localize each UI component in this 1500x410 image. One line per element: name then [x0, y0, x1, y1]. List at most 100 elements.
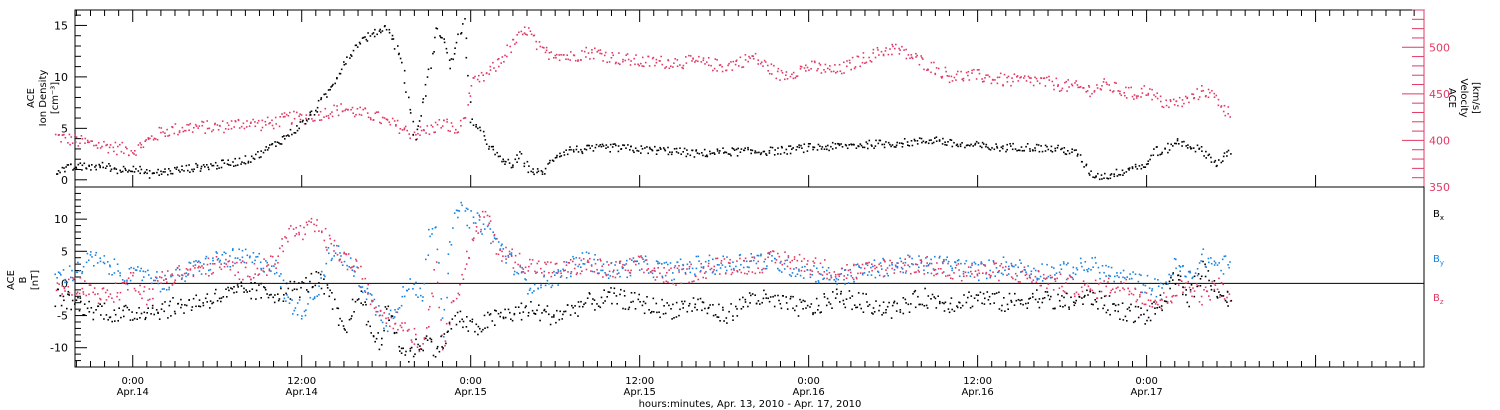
- velocity-point: [1135, 97, 1138, 99]
- density-point: [1065, 153, 1068, 156]
- bz-point: [413, 343, 416, 345]
- by-point: [887, 274, 889, 277]
- velocity-point: [130, 150, 133, 152]
- by-point: [989, 276, 992, 279]
- bz-point: [1187, 280, 1190, 283]
- velocity-point: [1085, 91, 1087, 93]
- velocity-point: [406, 129, 408, 132]
- by-point: [788, 274, 791, 276]
- by-point: [943, 258, 945, 261]
- by-point: [1189, 271, 1191, 274]
- bx-point: [1043, 297, 1046, 299]
- bx-point: [283, 294, 285, 296]
- by-point: [1075, 267, 1078, 269]
- density-point: [66, 164, 69, 166]
- bz-point: [1066, 292, 1069, 295]
- by-point: [449, 241, 451, 243]
- bx-point: [740, 308, 743, 310]
- by-point: [1027, 265, 1029, 267]
- bx-point: [71, 299, 74, 302]
- bz-point: [295, 226, 297, 229]
- density-point: [247, 160, 250, 163]
- by-point: [111, 274, 113, 276]
- bz-point: [1185, 282, 1187, 284]
- bz-point: [452, 300, 455, 303]
- bx-point: [185, 304, 188, 307]
- density-point: [1073, 149, 1076, 152]
- bx-point: [326, 284, 329, 286]
- density-point: [789, 145, 792, 147]
- by-point: [739, 253, 742, 256]
- density-point: [644, 147, 646, 149]
- by-point: [209, 268, 212, 271]
- bx-point: [656, 311, 658, 314]
- velocity-point: [221, 120, 224, 122]
- bx-point: [299, 296, 301, 299]
- bx-point: [722, 306, 724, 309]
- velocity-point: [824, 63, 827, 66]
- bx-point: [577, 301, 580, 303]
- by-point: [126, 283, 129, 286]
- bz-point: [926, 256, 928, 258]
- bz-point: [1049, 274, 1052, 277]
- velocity-point: [1111, 91, 1114, 93]
- by-point: [464, 210, 467, 212]
- density-point: [698, 152, 701, 155]
- bx-point: [935, 307, 938, 309]
- velocity-point: [731, 69, 734, 71]
- velocity-point: [806, 66, 809, 69]
- bz-point: [499, 249, 501, 251]
- by-point: [1062, 261, 1065, 263]
- by-point: [783, 268, 786, 270]
- bz-point: [304, 233, 306, 236]
- bz-point: [702, 267, 705, 269]
- density-point: [895, 146, 897, 148]
- bx-point: [393, 331, 396, 334]
- bz-point: [444, 340, 447, 342]
- by-point: [254, 259, 256, 262]
- velocity-point: [449, 130, 451, 132]
- velocity-point: [219, 125, 221, 127]
- density-point: [409, 108, 412, 111]
- velocity-point: [625, 54, 627, 56]
- velocity-point: [1151, 88, 1153, 91]
- bx-point: [250, 282, 252, 284]
- velocity-point: [1220, 106, 1222, 108]
- velocity-point: [1055, 77, 1058, 80]
- bz-point: [396, 311, 399, 314]
- velocity-point: [603, 54, 606, 57]
- bx-point: [520, 302, 523, 305]
- bz-point: [905, 270, 908, 272]
- velocity-point: [830, 70, 833, 73]
- velocity-point: [166, 128, 168, 131]
- density-point: [956, 143, 959, 146]
- bx-point: [1068, 308, 1070, 310]
- density-point: [566, 153, 569, 156]
- density-point: [1196, 144, 1199, 147]
- bz-point: [806, 263, 808, 265]
- bz-point: [157, 280, 159, 282]
- by-point: [251, 261, 254, 264]
- bz-point: [1062, 290, 1065, 292]
- velocity-point: [836, 70, 839, 73]
- bx-point: [82, 314, 84, 316]
- bz-point: [183, 272, 186, 275]
- by-point: [732, 261, 734, 263]
- density-point: [838, 144, 841, 147]
- velocity-point: [84, 137, 87, 140]
- density-point: [376, 33, 378, 36]
- bz-point: [350, 267, 352, 269]
- by-point: [644, 259, 647, 262]
- by-point: [837, 278, 840, 281]
- density-point: [502, 158, 504, 161]
- bx-point: [477, 325, 480, 328]
- density-point: [959, 145, 962, 148]
- legend: Bx By Bz: [1433, 209, 1444, 306]
- velocity-point: [257, 119, 260, 122]
- bx-point: [1098, 290, 1101, 293]
- velocity-point: [1153, 94, 1155, 96]
- by-point: [156, 277, 158, 279]
- by-point: [865, 263, 867, 265]
- velocity-point: [188, 124, 190, 126]
- velocity-point: [754, 52, 757, 55]
